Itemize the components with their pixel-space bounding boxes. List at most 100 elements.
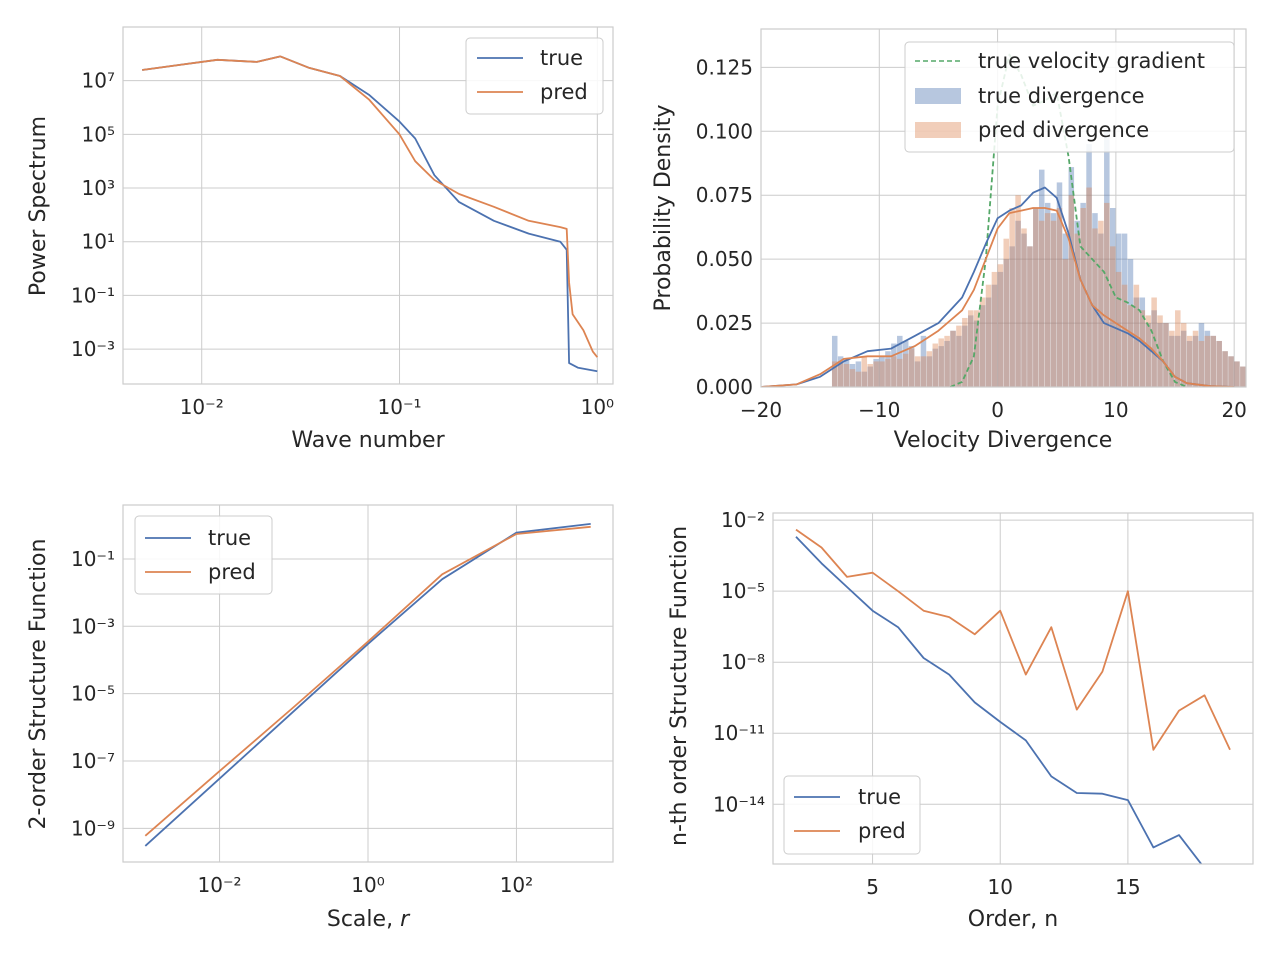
- x-tick-label: 10⁻¹: [378, 395, 422, 419]
- true-hist-bar: [1264, 382, 1270, 387]
- structure2-xlabel-var: r: [400, 907, 411, 932]
- pred-hist-bar: [1246, 374, 1252, 387]
- true-hist-bar: [926, 356, 933, 387]
- power-ylabel: Power Spectrum: [26, 116, 51, 296]
- true-hist-bar: [1258, 379, 1264, 387]
- power-xlabel: Wave number: [291, 428, 445, 453]
- y-tick-label: 10⁻²: [721, 508, 765, 532]
- true-hist-bar: [968, 315, 974, 387]
- true-hist-bar: [1062, 233, 1069, 387]
- x-tick-label: 10⁰: [581, 395, 614, 419]
- pred-hist-bar: [908, 348, 915, 387]
- legend-pred-div-label: pred divergence: [978, 118, 1149, 142]
- true-hist-bar: [1151, 310, 1157, 387]
- pred-hist-bar: [1258, 382, 1264, 387]
- pred-hist-bar: [1157, 315, 1163, 387]
- y-tick-label: 10³: [82, 176, 115, 200]
- pred-hist-bar: [1003, 238, 1010, 387]
- structure2-frame: [122, 504, 614, 863]
- true-hist-bar: [973, 320, 980, 387]
- true-hist-bar: [944, 340, 950, 387]
- true-hist-bar: [1222, 351, 1228, 387]
- true-hist-bar: [1240, 366, 1246, 387]
- true-divergence-kde: [761, 186, 1235, 387]
- true-hist-bar: [1186, 340, 1193, 387]
- pred-hist-bar: [1210, 335, 1217, 387]
- y-tick-label: 0.125: [696, 55, 753, 79]
- pred-hist-bar: [879, 361, 885, 387]
- true-hist-bar: [1027, 246, 1033, 387]
- true-hist-bar: [1092, 213, 1098, 387]
- true-hist-bar: [891, 343, 897, 387]
- pred-hist-bar: [897, 358, 903, 387]
- true-series-line: [795, 536, 1203, 864]
- y-tick-label: 10⁻⁹: [71, 816, 115, 840]
- true-hist-bar: [837, 356, 844, 387]
- true-hist-bar: [1009, 246, 1015, 387]
- true-hist-bar: [1121, 233, 1128, 387]
- y-tick-label: 0.100: [696, 119, 753, 143]
- pred-hist-bar: [1234, 361, 1240, 387]
- structure2-ylabel: 2-order Structure Function: [26, 539, 51, 830]
- pred-hist-bar: [932, 343, 939, 387]
- pred-hist-bar: [1009, 208, 1015, 387]
- true-hist-bar: [1038, 169, 1045, 387]
- power-legend: true pred: [465, 37, 604, 115]
- legend-pred-div-swatch: [915, 122, 961, 138]
- pred-hist-bar: [991, 271, 998, 387]
- pred-hist-bar: [1180, 323, 1187, 387]
- pred-hist-bar: [1033, 208, 1039, 387]
- pred-series-line: [142, 55, 599, 358]
- pred-hist-bar: [914, 356, 921, 387]
- pred-hist-bar: [1163, 323, 1169, 387]
- pred-hist-bar: [1086, 187, 1092, 387]
- true-hist-bar: [1104, 131, 1110, 387]
- legend-true-div-label: true divergence: [978, 84, 1145, 108]
- pred-hist-bar: [861, 356, 868, 387]
- pred-hist-bar: [855, 371, 862, 387]
- pred-hist-bar: [1240, 366, 1246, 387]
- pred-hist-bar: [1175, 310, 1181, 387]
- pred-hist-bar: [849, 369, 856, 387]
- true-hist-bar: [1056, 182, 1063, 387]
- pred-hist-bar: [1145, 315, 1151, 387]
- true-hist-bar: [1163, 323, 1169, 387]
- pred-hist-bar: [1198, 340, 1205, 387]
- y-tick-label: 10⁻³: [71, 614, 115, 638]
- pred-divergence-kde: [761, 207, 1235, 387]
- legend-pred-label: pred: [540, 80, 588, 104]
- structureN-ylabel: n-th order Structure Function: [667, 526, 692, 846]
- true-hist-bar: [897, 335, 903, 387]
- true-hist-bar: [979, 305, 986, 387]
- legend-true-label: true: [858, 785, 901, 809]
- divergence-panel: −20 −10 0 10 20 0.000 0.025 0.050 0.075 0.100 0.12…: [651, 28, 1270, 453]
- true-hist-bar: [1252, 377, 1258, 387]
- true-hist-bar: [991, 284, 998, 387]
- true-hist-bar: [1021, 233, 1027, 387]
- legend-pred-label: pred: [208, 560, 256, 584]
- pred-hist-bar: [891, 356, 897, 387]
- pred-hist-bar: [962, 317, 968, 387]
- pred-hist-bar: [1074, 233, 1080, 387]
- true-hist-bar: [867, 366, 873, 387]
- x-tick-label: 10: [1103, 398, 1128, 422]
- pred-hist-bar: [1151, 297, 1157, 387]
- true-hist-bar: [1068, 167, 1075, 387]
- pred-hist-bar: [944, 335, 950, 387]
- pred-hist-bar: [1098, 220, 1104, 387]
- pred-hist-bar: [1139, 310, 1146, 387]
- structureN-frame: [772, 512, 1254, 865]
- y-tick-label: 0.075: [696, 183, 753, 207]
- power-spectrum-panel: 10⁻² 10⁻¹ 10⁰ 10⁻³ 10⁻¹ 10¹ 10³ 10⁵ 10⁷ Wave num…: [26, 26, 614, 453]
- y-tick-label: 0.050: [696, 247, 753, 271]
- pred-hist-bar: [1027, 246, 1033, 387]
- true-hist-bar: [1210, 335, 1217, 387]
- true-hist-bar: [1169, 335, 1175, 387]
- x-tick-label: 5: [866, 875, 879, 899]
- pred-hist-bar: [1050, 220, 1057, 387]
- divergence-frame: [760, 28, 1247, 388]
- true-hist-bar: [1145, 323, 1151, 387]
